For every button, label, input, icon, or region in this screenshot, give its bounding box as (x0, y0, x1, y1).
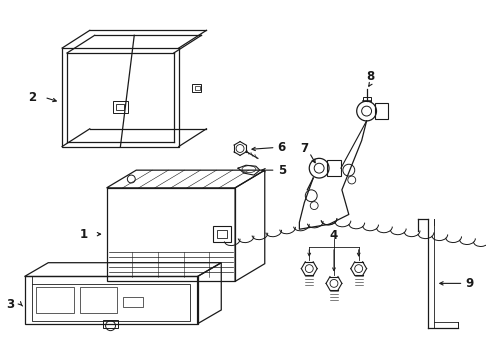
Text: 4: 4 (329, 229, 337, 242)
Bar (191, 84, 201, 93)
Text: 9: 9 (465, 277, 472, 290)
Bar (102, 320, 118, 328)
Bar (36, 287, 74, 313)
Bar (194, 86, 199, 90)
Text: 7: 7 (300, 142, 308, 155)
Bar (374, 103, 387, 119)
Text: 5: 5 (277, 164, 285, 177)
Bar (62, 48, 179, 147)
Bar (326, 160, 340, 176)
Text: 8: 8 (366, 70, 374, 83)
Bar (116, 104, 124, 110)
Text: 2: 2 (28, 91, 37, 104)
Bar (217, 230, 227, 238)
Bar (112, 101, 128, 113)
Bar (213, 226, 231, 242)
Text: 3: 3 (7, 298, 15, 311)
Bar (32, 284, 189, 321)
Bar (80, 287, 117, 313)
Text: 1: 1 (80, 228, 88, 240)
Bar (123, 297, 143, 307)
Bar (24, 276, 197, 324)
Text: 6: 6 (277, 141, 285, 154)
Bar (106, 188, 235, 282)
Bar (362, 97, 370, 101)
